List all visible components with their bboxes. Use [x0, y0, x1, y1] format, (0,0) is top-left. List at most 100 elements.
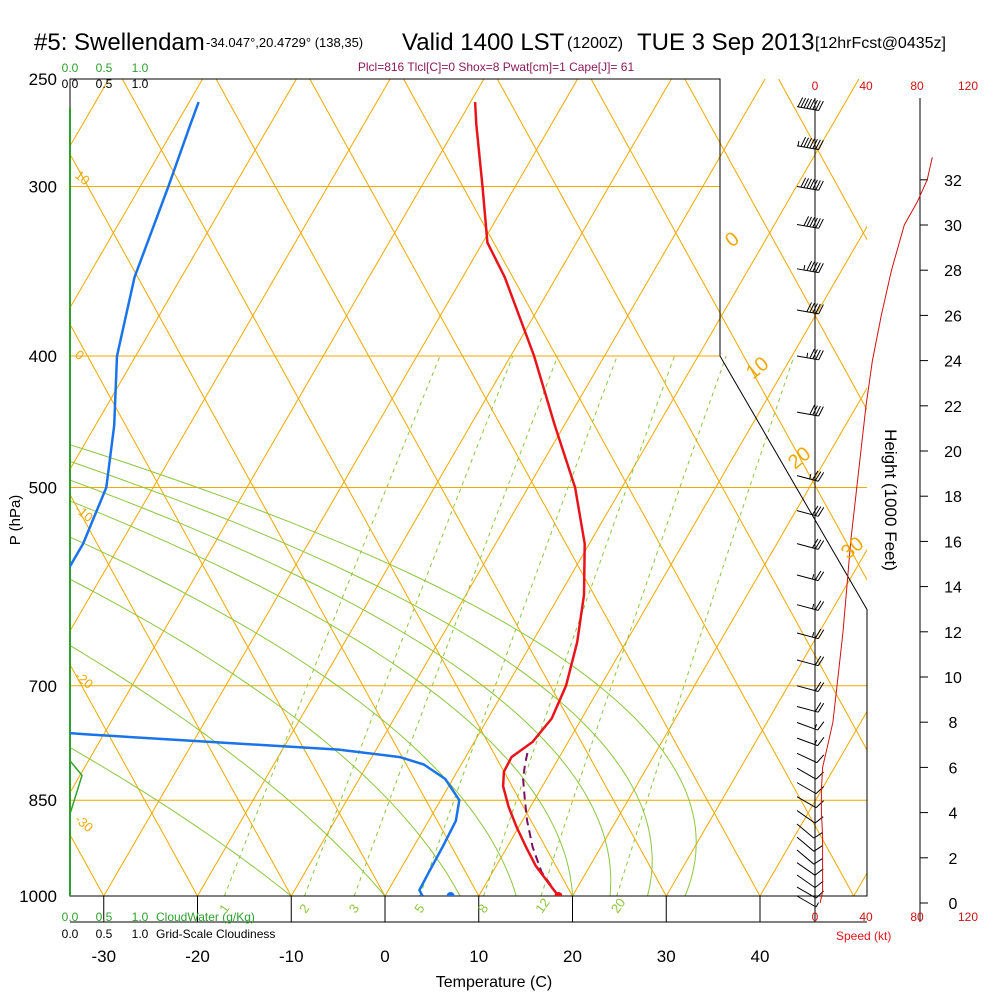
speed-tick-label-top: 120: [958, 79, 978, 93]
pressure-tick-label: 500: [29, 479, 57, 498]
wind-barb: [797, 261, 823, 272]
mixing-ratio-label: 5: [411, 901, 427, 916]
mixing-ratio-label: 20: [608, 895, 629, 915]
wind-barb: [797, 405, 823, 416]
pressure-tick-label: 300: [29, 177, 57, 196]
speed-tick-label-top: 80: [910, 79, 924, 93]
mixing-ratio-label: 8: [475, 901, 491, 916]
temperature-tick-label: 20: [563, 947, 582, 966]
wind-barb-half-flag: [807, 353, 808, 358]
height-tick-label: 6: [949, 760, 958, 777]
height-axis-label: Height (1000 Feet): [881, 429, 900, 571]
wind-barb: [797, 768, 824, 779]
wind-barb: [797, 837, 823, 851]
speed-axis-label: Speed (kt): [836, 929, 891, 943]
wind-barb-flag: [818, 737, 824, 745]
height-tick-label: 18: [944, 489, 962, 506]
wind-barb: [797, 349, 823, 360]
profiles-layer: [0, 102, 585, 900]
temperature-tick-label: 30: [657, 947, 676, 966]
temperature-profile-line: [475, 102, 585, 896]
wind-barb-flag: [815, 881, 823, 887]
wind-barb: [797, 571, 824, 581]
wind-barb-half-flag: [798, 141, 799, 146]
cloudiness-scale-bottom: 0.5: [96, 927, 113, 941]
isotherm-label-right: 30: [837, 533, 868, 564]
wind-barb-half-flag: [804, 265, 805, 270]
cloud-water-scale-top: 0.0: [62, 61, 79, 75]
cloud-water-scale-top: 0.5: [96, 61, 113, 75]
wind-barb: [797, 722, 824, 730]
wind-barb: [797, 783, 824, 794]
wind-barb: [797, 863, 823, 876]
wind-barb-flag: [818, 722, 824, 730]
pressure-tick-label: 1000: [19, 887, 57, 906]
temperature-tick-label: 10: [469, 947, 488, 966]
station-coords: -34.047°,20.4729° (138,35): [206, 35, 363, 50]
cloud-water-scale-bottom: 0.5: [96, 910, 113, 924]
pressure-tick-label: 700: [29, 677, 57, 696]
wind-barb-flag: [817, 755, 824, 763]
wind-barb-half-flag: [812, 604, 813, 609]
isotherm-label: -20: [72, 668, 96, 692]
height-tick-label: 10: [944, 670, 962, 687]
wind-barb: [797, 216, 823, 228]
cloudiness-scale-bottom: 0.0: [62, 927, 79, 941]
wind-barb-half-flag: [812, 632, 813, 637]
cloudiness-scale-top: 1.0: [132, 77, 149, 91]
mixing-ratio-label: 3: [346, 901, 362, 916]
wind-barb: [797, 875, 823, 888]
dry-adiabat-line: [966, 79, 1000, 896]
isotherm-label-right: 10: [742, 353, 773, 384]
forecast-label: [12hrFcst@0435z]: [815, 35, 946, 52]
isotherm-line: [854, 79, 1000, 896]
forecast-date: TUE 3 Sep 2013: [637, 29, 814, 56]
isotherm-label: 0: [72, 347, 87, 363]
height-tick-label: 22: [944, 399, 962, 416]
x-axis-label: Temperature (C): [436, 974, 552, 991]
wind-barb: [797, 737, 824, 745]
height-tick-label: 28: [944, 263, 962, 280]
temperature-tick-label: 40: [751, 947, 770, 966]
mixing-ratio-line: [305, 356, 513, 896]
speed-tick-label-top: 40: [859, 79, 873, 93]
wind-barb-staff: [797, 797, 816, 808]
sounding-indices: Plcl=816 Tlcl[C]=0 Shox=8 Pwat[cm]=1 Cap…: [358, 60, 635, 74]
speed-tick-label-top: 0: [812, 79, 819, 93]
pressure-tick-label: 400: [29, 347, 57, 366]
valid-time: Valid 1400 LST: [402, 29, 565, 56]
wind-barb-staff: [797, 824, 814, 838]
wind-barb-staff: [797, 783, 816, 794]
wind-barb: [797, 703, 824, 713]
wind-barb-staff: [797, 875, 815, 888]
cloud-water-label: CloudWater (g/Kg): [156, 910, 255, 924]
isotherm-label-right: 0: [721, 228, 744, 252]
wind-barb-staff: [797, 768, 816, 779]
wind-barb-staff: [797, 850, 814, 864]
grid-layer: [0, 79, 1000, 896]
isotherm-label: -30: [72, 811, 96, 835]
wind-barb-flag: [815, 869, 823, 875]
isotherm-line: [0, 79, 15, 896]
wind-barb: [797, 137, 823, 149]
height-tick-label: 24: [944, 354, 962, 371]
wind-barb: [797, 682, 824, 692]
pressure-tick-label: 850: [29, 791, 57, 810]
cloudiness-scale-top: 0.0: [62, 77, 79, 91]
wind-barb: [797, 539, 824, 549]
height-tick-label: 30: [944, 218, 962, 235]
height-tick-label: 8: [949, 715, 958, 732]
height-tick-label: 14: [944, 580, 962, 597]
mixing-ratio-label: 12: [532, 895, 553, 915]
wind-barb-half-flag: [816, 903, 819, 907]
surface-temperature-marker: [554, 892, 562, 900]
station-title: #5: Swellendam: [34, 29, 205, 56]
wind-barb-half-flag: [812, 574, 813, 579]
height-tick-label: 0: [949, 896, 958, 913]
wind-barb-staff: [797, 753, 817, 762]
dry-adiabat-line: [0, 79, 10, 896]
surface-dewpoint-marker: [447, 892, 455, 900]
isotherm-label: 10: [72, 167, 93, 188]
mixing-ratio-line: [541, 356, 726, 896]
